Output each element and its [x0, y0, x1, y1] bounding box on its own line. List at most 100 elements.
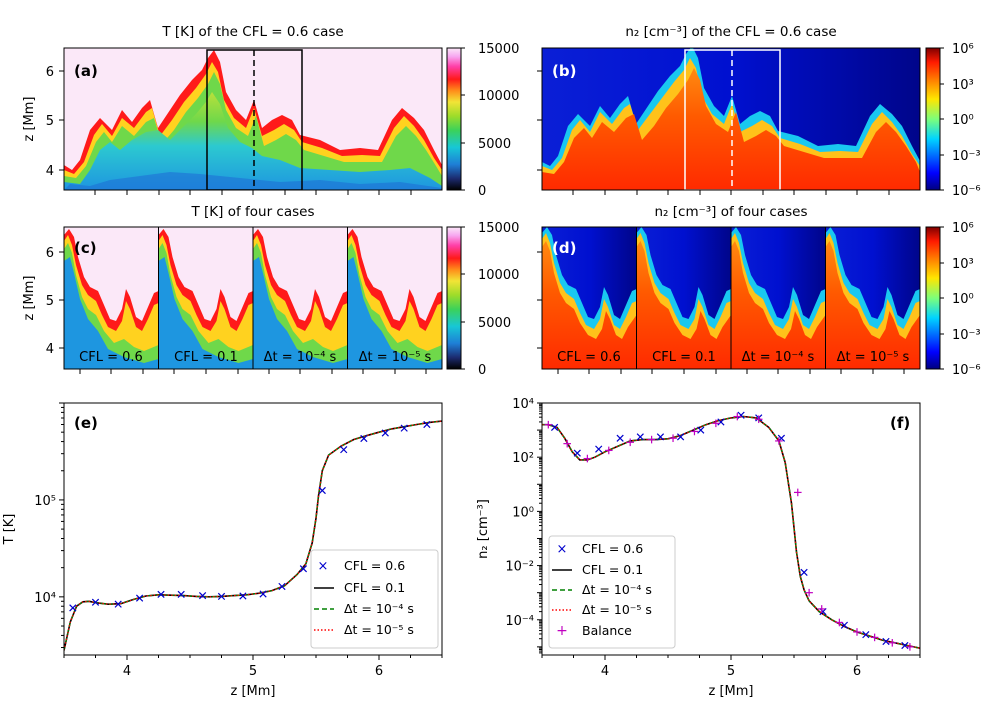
colorbar-d-tick: 10⁻⁶	[952, 363, 981, 378]
colorbar-d-tick: 10⁰	[952, 292, 974, 307]
panel-f-ylabel: n₂ [cm⁻³]	[476, 499, 491, 559]
colorbar-c-tick: 10000	[478, 268, 519, 283]
marker-cfl-0.6	[69, 604, 77, 612]
panel-d-case-label: CFL = 0.6	[557, 350, 621, 365]
colorbar-d-tick: 10⁶	[952, 221, 974, 236]
marker-balance	[647, 435, 656, 444]
panel-e-axes: 4 5 6 10⁴ 10⁵	[34, 402, 443, 679]
panel-d-case-label: CFL = 0.1	[652, 350, 716, 365]
xtick-label: 6	[375, 664, 383, 679]
legend-f-plus-marker: +	[556, 623, 568, 639]
marker-cfl-0.6	[259, 590, 267, 598]
legend-e-entry: Δt = 10⁻⁴ s	[344, 601, 414, 616]
marker-cfl-0.6	[299, 565, 308, 573]
legend-f-entry: Balance	[582, 623, 632, 638]
marker-balance	[906, 643, 914, 651]
panel-a-ytick: 5	[46, 114, 54, 129]
panel-f-label: (f)	[890, 414, 910, 432]
panel-c-case-label: Δt = 10⁻⁴ s	[264, 350, 337, 365]
marker-cfl-0.6	[573, 449, 581, 457]
panel-c-title: T [K] of four cases	[191, 204, 315, 220]
panel-b-title: n₂ [cm⁻³] of the CFL = 0.6 case	[625, 24, 836, 40]
marker-balance	[853, 628, 861, 636]
ytick-label: 10⁻⁴	[505, 614, 534, 629]
marker-balance	[793, 488, 802, 497]
marker-cfl-0.6	[381, 429, 389, 437]
marker-balance	[583, 454, 592, 463]
panel-d-label: (d)	[552, 239, 576, 257]
marker-balance	[604, 446, 613, 455]
colorbar-a-tick: 0	[478, 184, 486, 199]
xtick-label: 5	[727, 664, 735, 679]
xtick-label: 5	[249, 664, 257, 679]
series-line-dt-1e-5	[64, 420, 442, 651]
marker-cfl-0.6	[360, 434, 368, 443]
marker-cfl-0.6	[616, 434, 624, 442]
ytick-label: 10⁻²	[505, 560, 534, 575]
marker-cfl-0.6	[423, 420, 431, 429]
panel-c-case-label: CFL = 0.6	[79, 350, 143, 365]
marker-cfl-0.6	[697, 426, 705, 434]
marker-cfl-0.6	[318, 486, 326, 495]
marker-balance	[805, 588, 813, 597]
legend-f-entry: Δt = 10⁻⁴ s	[582, 582, 652, 597]
panel-f-xlabel: z [Mm]	[709, 684, 754, 699]
panel-b: n₂ [cm⁻³] of the CFL = 0.6 case (b) 10⁻⁶…	[537, 24, 981, 199]
panel-c-ylabel: z [Mm]	[22, 276, 37, 321]
marker-cfl-0.6	[177, 590, 185, 599]
colorbar-a-tick: 10000	[478, 89, 519, 104]
colorbar-b-tick: 10⁻³	[952, 149, 981, 164]
marker-balance	[888, 639, 897, 647]
marker-balance	[563, 439, 571, 448]
colorbar-c-tick: 15000	[478, 221, 519, 236]
colorbar-a-tick: 15000	[478, 42, 519, 57]
panel-a-image	[64, 48, 442, 190]
colorbar-d-tick: 10⁻³	[952, 328, 981, 343]
marker-balance	[870, 633, 879, 642]
panel-a-label: (a)	[74, 62, 98, 80]
marker-balance	[690, 427, 699, 436]
marker-cfl-0.6	[340, 446, 348, 454]
panel-c-case-label: CFL = 0.1	[174, 350, 238, 365]
marker-cfl-0.6	[114, 600, 122, 608]
marker-balance	[626, 438, 634, 447]
marker-cfl-0.6	[901, 641, 909, 650]
panel-b-ticks	[537, 70, 890, 195]
marker-cfl-0.6	[717, 418, 725, 426]
panel-c-case-label: Δt = 10⁻⁵ s	[359, 350, 432, 365]
colorbar-b-tick: 10⁰	[952, 113, 974, 128]
colorbar-a-tick: 5000	[478, 137, 511, 152]
panel-b-label: (b)	[552, 62, 576, 80]
panel-e-plot	[64, 420, 442, 651]
panel-d-case-label: Δt = 10⁻⁵ s	[837, 350, 910, 365]
colorbar-d-tick: 10³	[952, 257, 974, 272]
panel-a-ytick: 4	[46, 164, 54, 179]
panel-f-legend: × CFL = 0.6 CFL = 0.1 Δt = 10⁻⁴ s Δt = 1…	[548, 535, 676, 649]
colorbar-b-tick: 10⁻⁶	[952, 184, 981, 199]
panel-a-colorbar: 0 5000 10000 15000	[446, 42, 519, 199]
colorbar-b-tick: 10⁶	[952, 42, 974, 57]
panel-a-ytick: 6	[46, 65, 54, 80]
panel-e-xlabel: z [Mm]	[231, 684, 276, 699]
marker-cfl-0.6	[217, 592, 226, 601]
panel-a-title: T [K] of the CFL = 0.6 case	[161, 24, 343, 40]
legend-f-entry: CFL = 0.1	[582, 562, 643, 577]
marker-cfl-0.6	[400, 424, 408, 432]
legend-e-entry: Δt = 10⁻⁵ s	[344, 622, 414, 637]
marker-balance	[754, 415, 763, 424]
marker-cfl-0.6	[882, 637, 890, 646]
panel-b-colorbar: 10⁻⁶ 10⁻³ 10⁰ 10³ 10⁶	[925, 42, 981, 199]
marker-balance	[835, 618, 844, 627]
panel-e-ylabel: T [K]	[2, 514, 17, 546]
xtick-label: 4	[601, 664, 609, 679]
marker-balance	[544, 420, 553, 429]
panel-a: T [K] of the CFL = 0.6 case (a) z [Mm] 4…	[22, 24, 519, 199]
panel-c-ytick: 4	[46, 342, 54, 357]
marker-cfl-0.6	[676, 433, 685, 441]
legend-f-cross-marker: ×	[557, 542, 568, 557]
marker-balance	[775, 437, 783, 445]
marker-cfl-0.6	[595, 445, 603, 453]
marker-cfl-0.6	[656, 433, 665, 441]
panel-e-label: (e)	[74, 414, 98, 432]
